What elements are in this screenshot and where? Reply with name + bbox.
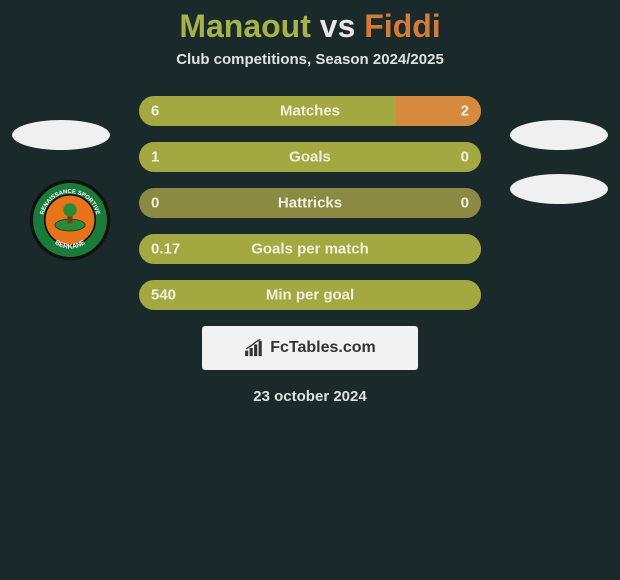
- right-oval-placeholder-2: [510, 174, 608, 204]
- date-text: 23 october 2024: [0, 388, 620, 405]
- vs-text: vs: [320, 8, 356, 44]
- stat-left-value: 0: [151, 195, 159, 212]
- player1-name: Manaout: [179, 8, 311, 44]
- stat-right-value: 0: [461, 195, 469, 212]
- stat-right-value: 2: [461, 103, 469, 120]
- player2-name: Fiddi: [364, 8, 440, 44]
- stat-left-value: 1: [151, 149, 159, 166]
- stat-label: Min per goal: [266, 287, 354, 304]
- watermark: FcTables.com: [202, 326, 418, 370]
- stat-bar-left-fill: [139, 96, 396, 126]
- left-oval-placeholder: [12, 120, 110, 150]
- stat-bar: 0.17 Goals per match: [139, 234, 481, 264]
- subtitle: Club competitions, Season 2024/2025: [0, 51, 620, 68]
- stat-bar: 1 0 Goals: [139, 142, 481, 172]
- comparison-title: Manaout vs Fiddi: [0, 0, 620, 51]
- watermark-text: FcTables.com: [270, 339, 376, 357]
- stat-bar: 6 2 Matches: [139, 96, 481, 126]
- stat-left-value: 0.17: [151, 241, 180, 258]
- stat-bar: 540 Min per goal: [139, 280, 481, 310]
- stat-right-value: 0: [461, 149, 469, 166]
- club-badge: RENAISSANCE SPORTIVE BERKANE: [28, 178, 112, 262]
- stat-label: Goals: [289, 149, 331, 166]
- chart-icon: [244, 339, 266, 357]
- stat-bar: 0 0 Hattricks: [139, 188, 481, 218]
- stats-bars: 6 2 Matches 1 0 Goals 0 0 Hattricks 0.17 Goals per…: [139, 96, 481, 310]
- stat-left-value: 6: [151, 103, 159, 120]
- stat-label: Goals per match: [251, 241, 369, 258]
- stat-label: Matches: [280, 103, 340, 120]
- stat-left-value: 540: [151, 287, 176, 304]
- stat-label: Hattricks: [278, 195, 342, 212]
- right-oval-placeholder-1: [510, 120, 608, 150]
